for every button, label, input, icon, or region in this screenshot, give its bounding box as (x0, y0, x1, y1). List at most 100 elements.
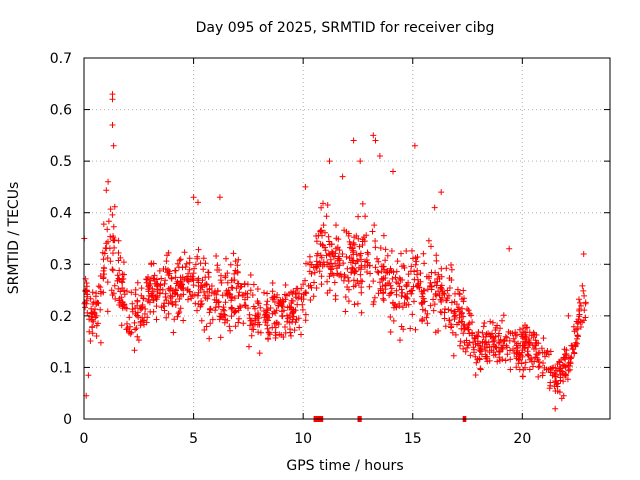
data-point (197, 283, 204, 289)
data-point (302, 277, 308, 284)
data-point (184, 277, 191, 284)
y-tick-label: 0.7 (50, 51, 72, 67)
data-point (110, 267, 116, 274)
data-point (97, 284, 104, 291)
data-point (389, 299, 396, 306)
data-point (464, 344, 471, 351)
data-point (252, 312, 259, 319)
data-point (87, 338, 94, 344)
data-point (111, 203, 118, 210)
data-point (491, 337, 498, 344)
data-point (345, 278, 352, 285)
data-point (480, 323, 487, 330)
data-point (224, 317, 231, 324)
data-point (394, 258, 401, 265)
data-point (533, 351, 540, 358)
data-point (216, 267, 222, 273)
data-point (510, 335, 517, 342)
data-point (387, 282, 394, 289)
data-point (89, 330, 96, 337)
data-point (390, 317, 397, 324)
data-point (235, 293, 242, 299)
data-point (156, 267, 163, 274)
data-point (198, 317, 205, 324)
data-point (524, 348, 531, 355)
data-point (343, 253, 350, 260)
data-point (176, 257, 183, 264)
data-point (375, 269, 382, 276)
data-point (228, 313, 235, 320)
data-point (354, 300, 361, 307)
data-point (345, 286, 352, 293)
data-point (326, 251, 333, 258)
data-point (145, 274, 151, 280)
data-point (134, 298, 141, 305)
data-point (138, 285, 145, 292)
data-point (206, 292, 212, 299)
data-point (448, 266, 455, 273)
data-point (364, 262, 371, 269)
data-point (150, 297, 157, 304)
data-point (577, 324, 584, 330)
data-point (396, 303, 403, 309)
data-point (137, 305, 144, 312)
data-point (173, 287, 179, 294)
data-point (247, 272, 254, 278)
data-point (346, 255, 353, 262)
data-point (382, 282, 389, 289)
data-point (519, 353, 526, 360)
data-point (206, 335, 213, 342)
data-point (433, 257, 440, 264)
data-point (340, 260, 347, 267)
data-point (331, 279, 338, 286)
data-point (110, 142, 117, 149)
data-point (498, 344, 505, 351)
data-point (260, 308, 267, 314)
data-point (256, 350, 263, 357)
data-point (257, 329, 264, 336)
data-point (203, 323, 210, 330)
data-point (341, 227, 348, 234)
data-point (213, 253, 220, 259)
data-point (420, 250, 427, 257)
data-point (403, 248, 410, 254)
data-point (502, 333, 509, 340)
data-point (190, 270, 197, 277)
data-point (157, 290, 163, 297)
data-point (351, 234, 358, 241)
data-point (519, 373, 526, 380)
data-point (400, 326, 407, 333)
data-point (295, 315, 302, 322)
data-point (299, 306, 306, 313)
data-point (224, 293, 231, 299)
data-point (407, 268, 414, 275)
data-point (460, 330, 467, 337)
data-point (472, 372, 479, 378)
data-point (280, 307, 287, 314)
data-point (107, 233, 114, 240)
data-point (326, 273, 333, 280)
data-point (547, 369, 554, 376)
data-point (414, 267, 421, 274)
data-point (469, 332, 476, 339)
data-point (579, 282, 586, 289)
data-point (532, 354, 539, 361)
data-point (284, 315, 291, 322)
data-point (526, 336, 533, 342)
data-point (247, 287, 254, 294)
data-point (410, 255, 416, 262)
data-point (563, 350, 570, 357)
data-point (358, 256, 365, 263)
data-point (579, 319, 586, 326)
data-point (100, 264, 107, 271)
data-point (372, 244, 379, 251)
data-point (177, 283, 184, 290)
data-point (162, 294, 169, 300)
y-tick-label: 0.2 (50, 309, 72, 325)
data-point (358, 284, 365, 291)
data-point (531, 346, 537, 352)
data-point (236, 289, 243, 296)
data-point (91, 310, 98, 316)
data-point (380, 263, 387, 270)
